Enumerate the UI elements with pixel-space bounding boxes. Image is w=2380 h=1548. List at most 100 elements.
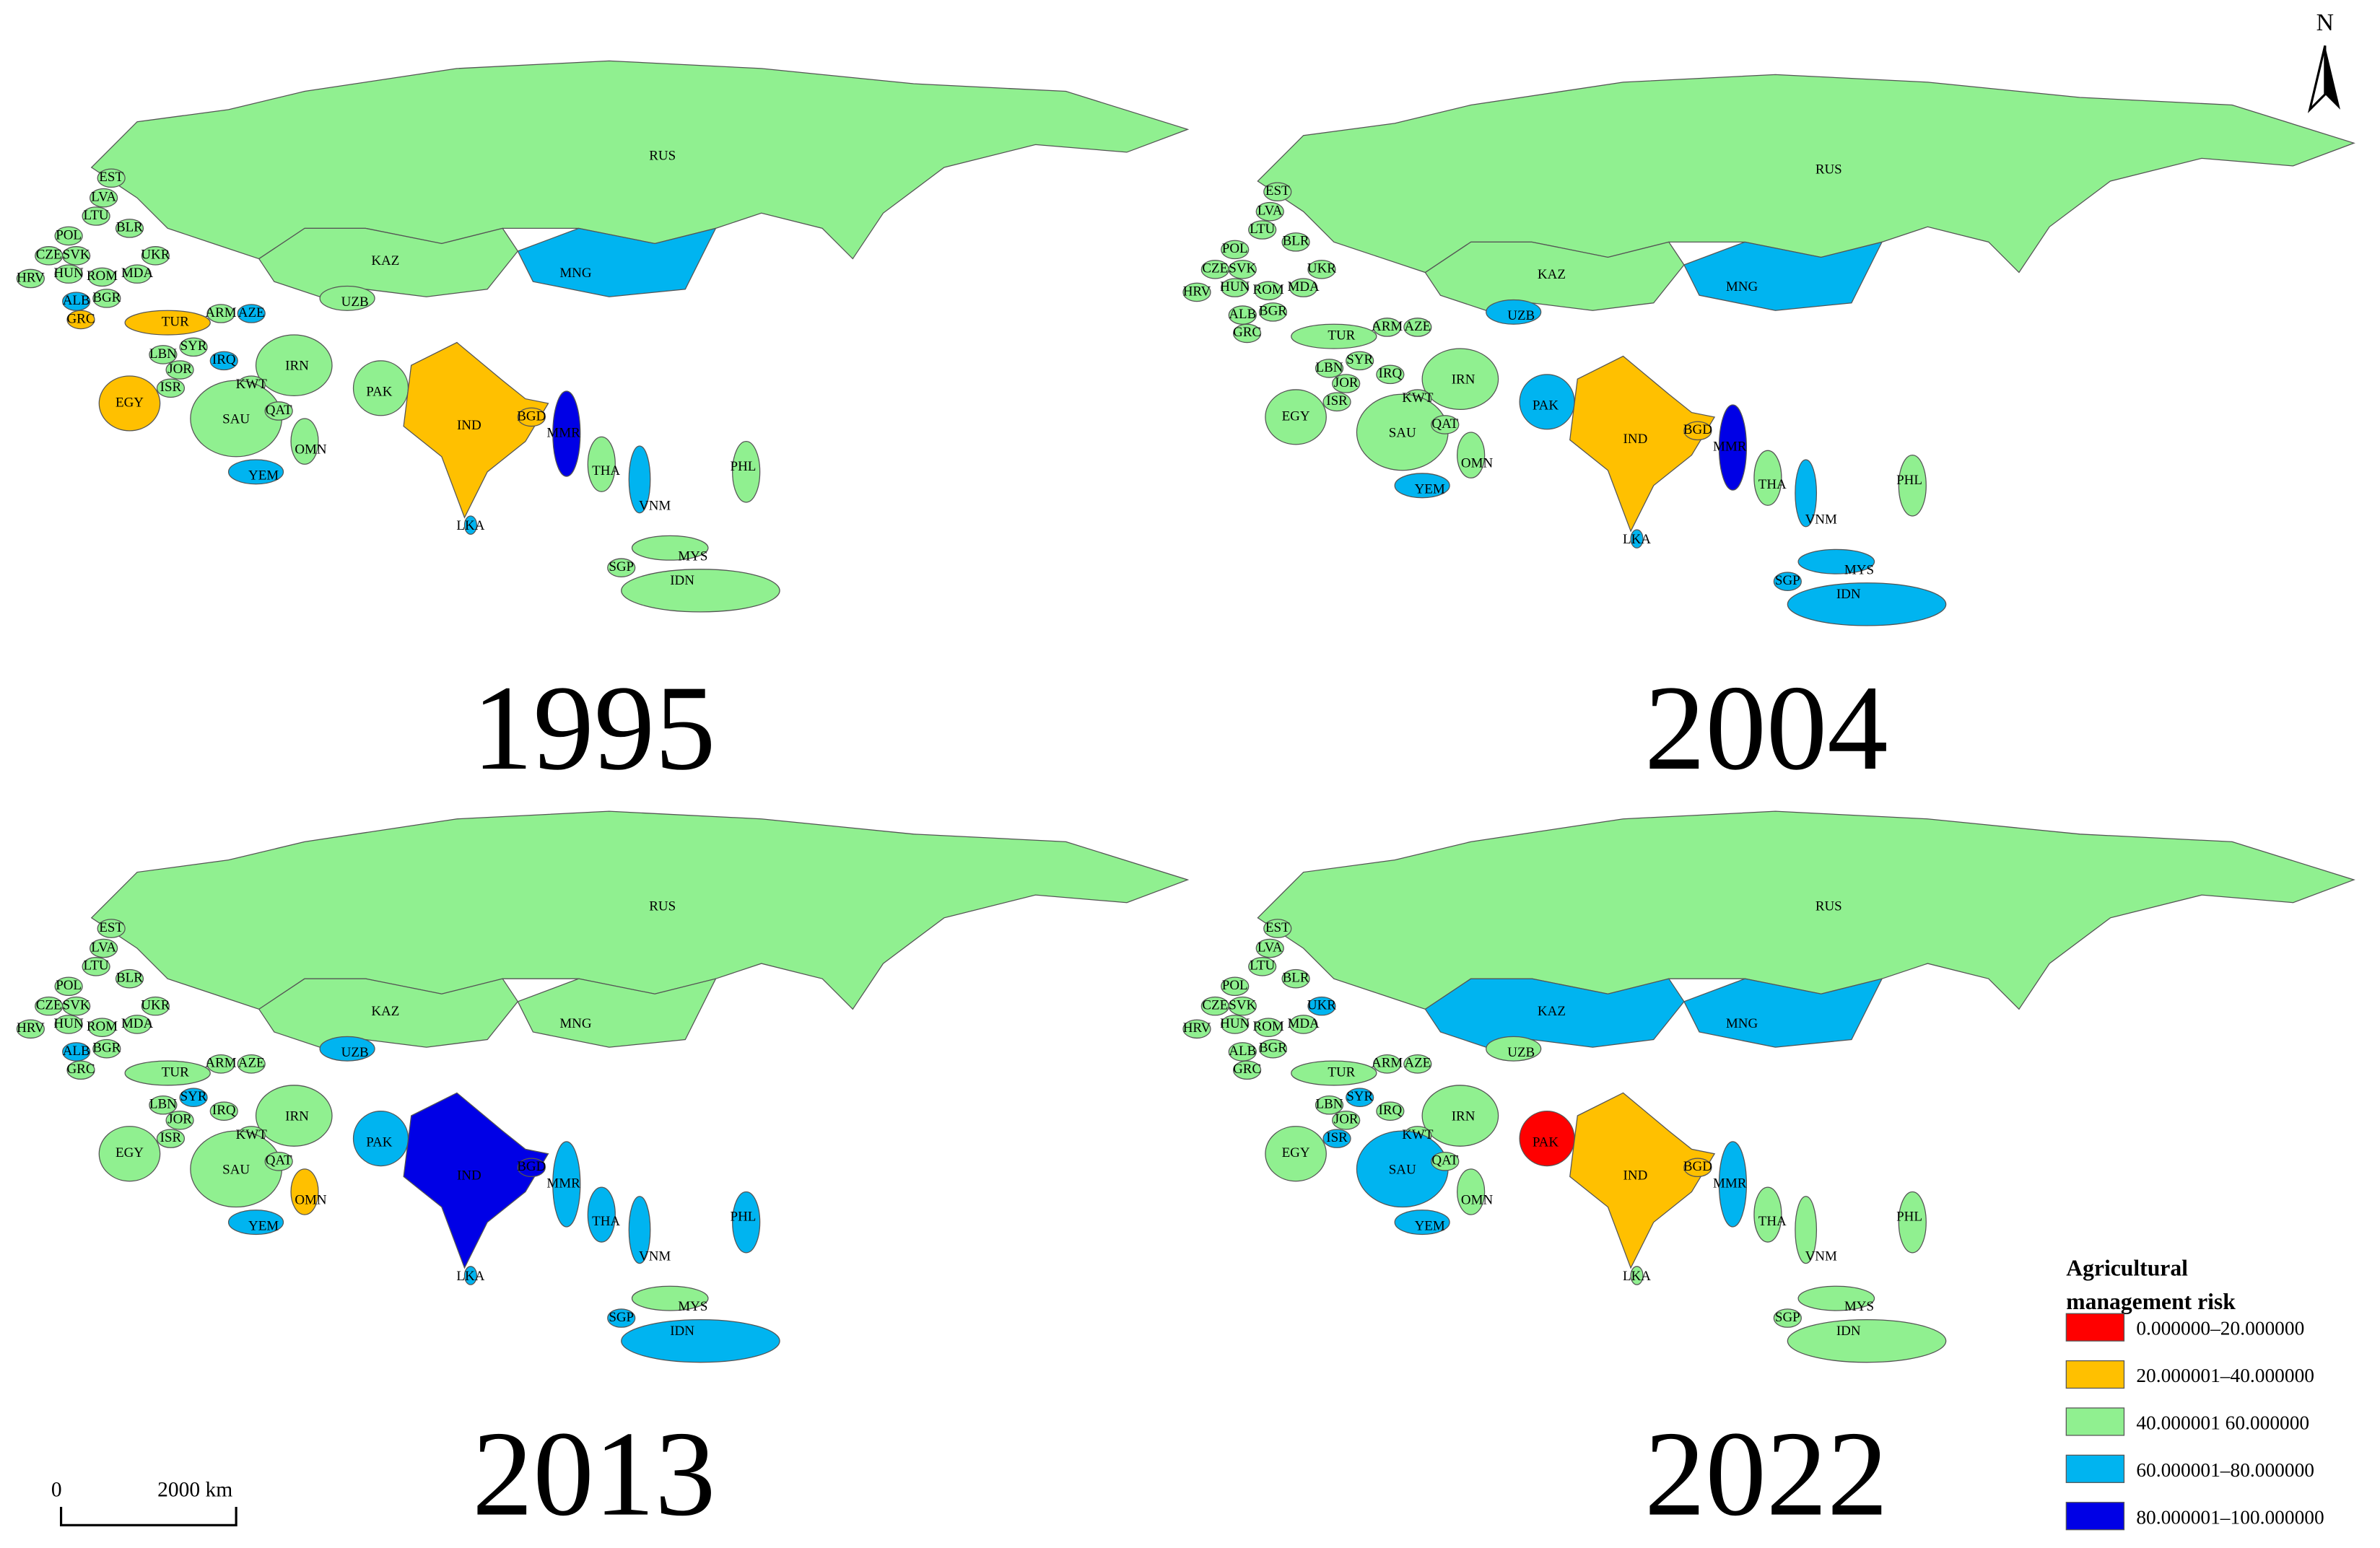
country-label: PAK bbox=[366, 385, 393, 400]
legend-swatch bbox=[2065, 1502, 2125, 1531]
country-label: BGD bbox=[517, 1159, 546, 1174]
country-label: ALB bbox=[1229, 307, 1256, 322]
country-shape bbox=[1376, 364, 1405, 385]
country-shape bbox=[237, 1054, 266, 1074]
country-shape bbox=[1289, 278, 1318, 297]
north-arrow: N bbox=[2307, 9, 2340, 113]
country-label: VNM bbox=[639, 499, 671, 514]
country-shape bbox=[237, 304, 266, 323]
country-label: BGD bbox=[1683, 1159, 1712, 1174]
country-shape bbox=[1403, 318, 1432, 337]
country-label: ARM bbox=[205, 305, 236, 320]
country-label: THA bbox=[592, 1214, 620, 1229]
country-label: KWT bbox=[236, 1127, 268, 1142]
country-label: QAT bbox=[266, 403, 292, 418]
country-shape bbox=[1431, 1151, 1460, 1171]
country-shape bbox=[628, 1196, 651, 1264]
country-label: HRV bbox=[1183, 1020, 1211, 1036]
country-shape bbox=[1683, 978, 1883, 1048]
country-label: JOR bbox=[1334, 375, 1359, 390]
country-shape bbox=[1315, 359, 1344, 378]
country-label: LTU bbox=[84, 208, 109, 223]
country-label: IRN bbox=[285, 1108, 309, 1124]
country-shape bbox=[1795, 1196, 1818, 1264]
country-label: YEM bbox=[248, 1218, 279, 1233]
country-shape bbox=[54, 264, 83, 284]
country-shape bbox=[1182, 282, 1211, 302]
country-label: IND bbox=[1623, 1168, 1648, 1184]
country-label: EST bbox=[99, 920, 123, 935]
country-shape bbox=[1291, 323, 1377, 349]
country-label: GRC bbox=[66, 1062, 95, 1077]
country-label: IRQ bbox=[212, 352, 236, 367]
country-shape bbox=[628, 445, 651, 514]
country-label: ROM bbox=[1253, 282, 1284, 297]
country-shape bbox=[255, 1085, 333, 1147]
country-label: MDA bbox=[121, 1016, 154, 1031]
country-shape bbox=[1683, 241, 1883, 311]
country-shape bbox=[403, 1092, 549, 1269]
country-shape bbox=[1683, 421, 1712, 441]
country-shape bbox=[98, 1126, 161, 1182]
country-shape bbox=[255, 334, 333, 397]
country-label: IDN bbox=[1836, 1324, 1861, 1339]
country-shape bbox=[1221, 240, 1250, 260]
country-shape bbox=[1630, 529, 1644, 548]
country-shape bbox=[54, 1015, 83, 1034]
country-label: PHL bbox=[731, 459, 757, 474]
country-label: PHL bbox=[1896, 473, 1922, 488]
country-shape bbox=[90, 60, 1190, 260]
country-label: SGP bbox=[1775, 573, 1800, 588]
country-shape bbox=[264, 1151, 293, 1171]
country-shape bbox=[1248, 220, 1277, 240]
country-shape bbox=[1718, 1141, 1748, 1228]
country-shape bbox=[1898, 455, 1927, 517]
legend-label: 40.000001 60.000000 bbox=[2136, 1412, 2309, 1433]
country-shape bbox=[552, 390, 581, 477]
country-shape bbox=[54, 976, 83, 997]
country-shape bbox=[587, 1186, 616, 1243]
country-label: HRV bbox=[17, 1020, 45, 1036]
country-label: GRC bbox=[1233, 325, 1261, 340]
country-label: LTU bbox=[1250, 222, 1275, 237]
country-shape bbox=[621, 569, 780, 613]
country-label: LVA bbox=[91, 940, 116, 955]
country-label: BGR bbox=[92, 290, 121, 305]
country-label: IND bbox=[457, 1168, 481, 1184]
country-label: GRC bbox=[1233, 1062, 1261, 1077]
country-shape bbox=[1753, 1186, 1782, 1243]
country-label: KAZ bbox=[1538, 1004, 1566, 1019]
country-shape bbox=[587, 436, 616, 492]
country-shape bbox=[463, 515, 477, 535]
country-shape bbox=[1221, 1015, 1250, 1034]
legend-swatch bbox=[2065, 1454, 2125, 1483]
country-shape bbox=[97, 168, 126, 188]
country-shape bbox=[149, 345, 178, 364]
country-shape bbox=[631, 535, 709, 561]
legend-title: management risk bbox=[2066, 1289, 2236, 1314]
country-label: ARM bbox=[205, 1056, 236, 1071]
country-label: IRQ bbox=[212, 1103, 236, 1118]
country-shape bbox=[90, 938, 118, 958]
country-shape bbox=[1718, 404, 1748, 491]
country-label: ALB bbox=[1229, 1044, 1256, 1059]
country-shape bbox=[1486, 1036, 1542, 1062]
country-label: AZE bbox=[1404, 1056, 1431, 1071]
country-shape bbox=[1346, 351, 1374, 371]
country-label: BLR bbox=[116, 971, 143, 986]
country-label: LBN bbox=[149, 1097, 177, 1112]
country-label: SVK bbox=[1229, 998, 1256, 1013]
country-shape bbox=[1291, 1060, 1377, 1086]
country-shape bbox=[1228, 1042, 1257, 1062]
country-label: KAZ bbox=[371, 253, 399, 268]
country-shape bbox=[1403, 1054, 1432, 1074]
country-label: RUS bbox=[1815, 162, 1842, 178]
country-shape bbox=[1486, 299, 1542, 325]
country-label: IND bbox=[1623, 432, 1648, 447]
country-label: KWT bbox=[236, 377, 268, 392]
country-shape bbox=[1457, 1168, 1486, 1215]
country-shape bbox=[16, 1019, 45, 1039]
country-label: ALB bbox=[63, 1044, 90, 1059]
country-shape bbox=[1182, 1019, 1211, 1039]
